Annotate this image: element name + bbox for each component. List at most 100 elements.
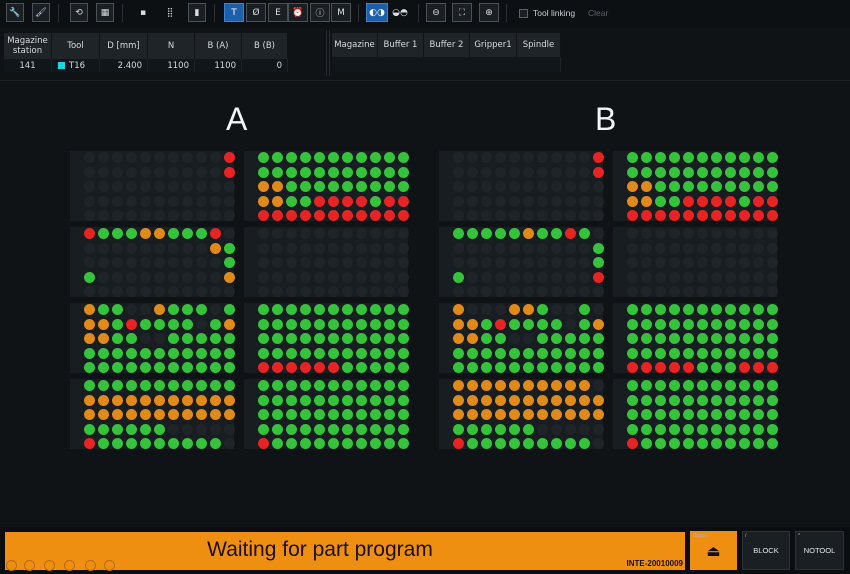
tool-pocket[interactable] xyxy=(767,271,778,283)
tool-pocket[interactable] xyxy=(272,438,283,450)
tool-pocket[interactable] xyxy=(697,380,708,391)
tool-pocket[interactable] xyxy=(140,257,151,269)
tool-pocket[interactable] xyxy=(537,286,548,298)
tool-pocket[interactable] xyxy=(126,210,137,222)
tool-pocket[interactable] xyxy=(398,166,409,178)
tool-pocket[interactable] xyxy=(453,195,464,207)
tool-pocket[interactable] xyxy=(168,318,179,330)
tool-pocket[interactable] xyxy=(328,394,339,406)
tool-pocket[interactable] xyxy=(753,257,764,269)
tool-pocket[interactable] xyxy=(154,271,165,283)
tool-pocket[interactable] xyxy=(655,271,666,283)
tool-pocket[interactable] xyxy=(140,394,151,406)
tool-pocket[interactable] xyxy=(697,347,708,359)
tool-pocket[interactable] xyxy=(565,380,576,391)
tool-pocket[interactable] xyxy=(551,333,562,345)
tool-pocket[interactable] xyxy=(384,228,395,239)
tool-pocket[interactable] xyxy=(154,380,165,391)
keypad-icon[interactable]: ⣿ xyxy=(166,7,174,18)
tool-pocket[interactable] xyxy=(669,166,680,178)
tool-pocket[interactable] xyxy=(593,152,604,163)
tool-pocket[interactable] xyxy=(767,181,778,193)
tool-pocket[interactable] xyxy=(168,380,179,391)
tool-pocket[interactable] xyxy=(98,333,109,345)
tool-pocket[interactable] xyxy=(398,438,409,450)
tool-pocket[interactable] xyxy=(537,409,548,421)
tool-pocket[interactable] xyxy=(98,438,109,450)
tool-pocket[interactable] xyxy=(537,228,548,239)
tool-pocket[interactable] xyxy=(579,152,590,163)
tool-pocket[interactable] xyxy=(697,286,708,298)
tool-pocket[interactable] xyxy=(481,423,492,435)
tool-pocket[interactable] xyxy=(669,409,680,421)
tool-pocket[interactable] xyxy=(98,242,109,254)
tool-pocket[interactable] xyxy=(593,228,604,239)
tool-pocket[interactable] xyxy=(711,181,722,193)
tool-pocket[interactable] xyxy=(697,304,708,315)
tool-pocket[interactable] xyxy=(697,394,708,406)
tool-pocket[interactable] xyxy=(495,394,506,406)
tool-pocket[interactable] xyxy=(767,318,778,330)
tool-pocket[interactable] xyxy=(495,242,506,254)
clear-button[interactable]: Clear xyxy=(588,8,609,18)
tool-pocket[interactable] xyxy=(224,242,235,254)
tool-pocket[interactable] xyxy=(258,333,269,345)
tool-pocket[interactable] xyxy=(767,423,778,435)
tool-pocket[interactable] xyxy=(398,195,409,207)
tool-pocket[interactable] xyxy=(641,409,652,421)
tool-pocket[interactable] xyxy=(467,181,478,193)
tool-pocket[interactable] xyxy=(84,257,95,269)
tool-pocket[interactable] xyxy=(537,318,548,330)
tool-pocket[interactable] xyxy=(641,242,652,254)
tool-pocket[interactable] xyxy=(286,152,297,163)
tool-pocket[interactable] xyxy=(467,318,478,330)
tool-pocket[interactable] xyxy=(551,210,562,222)
tool-pocket[interactable] xyxy=(523,228,534,239)
tool-pocket[interactable] xyxy=(168,152,179,163)
tool-pocket[interactable] xyxy=(84,409,95,421)
tool-pocket[interactable] xyxy=(370,333,381,345)
tool-pocket[interactable] xyxy=(767,409,778,421)
tool-pocket[interactable] xyxy=(565,195,576,207)
tool-pocket[interactable] xyxy=(196,228,207,239)
tool-pocket[interactable] xyxy=(182,409,193,421)
tool-pocket[interactable] xyxy=(196,409,207,421)
tool-pocket[interactable] xyxy=(370,318,381,330)
tool-pocket[interactable] xyxy=(481,242,492,254)
tool-pocket[interactable] xyxy=(182,318,193,330)
tool-pocket[interactable] xyxy=(370,286,381,298)
tool-pocket[interactable] xyxy=(258,318,269,330)
tool-pocket[interactable] xyxy=(224,152,235,163)
tool-pocket[interactable] xyxy=(168,166,179,178)
tool-pocket[interactable] xyxy=(725,181,736,193)
tool-pocket[interactable] xyxy=(593,394,604,406)
tool-pocket[interactable] xyxy=(697,423,708,435)
tool-pocket[interactable] xyxy=(126,257,137,269)
tool-pocket[interactable] xyxy=(314,304,325,315)
tool-pocket[interactable] xyxy=(384,333,395,345)
tool-pocket[interactable] xyxy=(154,362,165,374)
tool-pocket[interactable] xyxy=(739,380,750,391)
tool-pocket[interactable] xyxy=(210,271,221,283)
tool-pocket[interactable] xyxy=(182,362,193,374)
tool-pocket[interactable] xyxy=(328,333,339,345)
tool-pocket[interactable] xyxy=(509,152,520,163)
tool-pocket[interactable] xyxy=(286,333,297,345)
tool-pocket[interactable] xyxy=(641,210,652,222)
tool-pocket[interactable] xyxy=(98,286,109,298)
tool-pocket[interactable] xyxy=(697,166,708,178)
tool-pocket[interactable] xyxy=(467,438,478,450)
tool-pocket[interactable] xyxy=(753,362,764,374)
tool-pocket[interactable] xyxy=(342,166,353,178)
tool-pocket[interactable] xyxy=(210,181,221,193)
tool-pocket[interactable] xyxy=(495,409,506,421)
tool-pocket[interactable] xyxy=(140,181,151,193)
tool-pocket[interactable] xyxy=(579,347,590,359)
tool-pocket[interactable] xyxy=(627,362,638,374)
tool-pocket[interactable] xyxy=(154,394,165,406)
tool-pocket[interactable] xyxy=(453,304,464,315)
view-toggle-active-icon[interactable]: ◐◑ xyxy=(366,3,388,22)
tool-pocket[interactable] xyxy=(767,257,778,269)
tool-pocket[interactable] xyxy=(210,228,221,239)
tool-pocket[interactable] xyxy=(300,195,311,207)
